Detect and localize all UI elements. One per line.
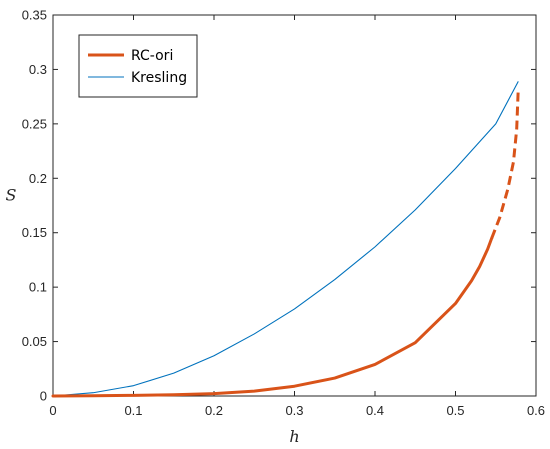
x-tick-label: 0.3 — [285, 403, 303, 418]
y-tick-label: 0.2 — [29, 171, 47, 186]
x-tick-label: 0.4 — [366, 403, 384, 418]
y-tick-label: 0.25 — [22, 116, 47, 131]
legend-box — [78, 34, 198, 98]
x-tick-label: 0.5 — [446, 403, 464, 418]
y-tick-label: 0.05 — [22, 334, 47, 349]
legend: RC-ori Kresling — [78, 34, 198, 98]
x-tick-label: 0.6 — [527, 403, 545, 418]
series-line-kresling — [52, 81, 519, 397]
series-layer — [51, 81, 520, 398]
series-line-rc-ori-dashed — [490, 87, 520, 239]
x-tick-label: 0.1 — [124, 403, 142, 418]
series-line-rc-ori — [51, 236, 494, 398]
x-tick-label: 0 — [49, 403, 56, 418]
tick-labels: 0 0.1 0.2 0.3 0.4 0.5 0.6 0 0.05 0.1 0.15 0.2 0.25 0.… — [22, 8, 545, 419]
y-tick-label: 0.35 — [22, 8, 47, 23]
legend-label-kresling: Kresling — [131, 70, 187, 86]
y-tick-label: 0.1 — [29, 280, 47, 295]
y-axis-label: S — [6, 186, 17, 205]
x-axis-label: h — [289, 427, 299, 446]
x-tick-label: 0.2 — [205, 403, 223, 418]
y-tick-label: 0.3 — [29, 62, 47, 77]
y-tick-label: 0 — [40, 389, 47, 404]
legend-label-rc-ori: RC-ori — [131, 48, 173, 64]
y-tick-label: 0.15 — [22, 225, 47, 240]
axis-ticks — [52, 14, 537, 397]
